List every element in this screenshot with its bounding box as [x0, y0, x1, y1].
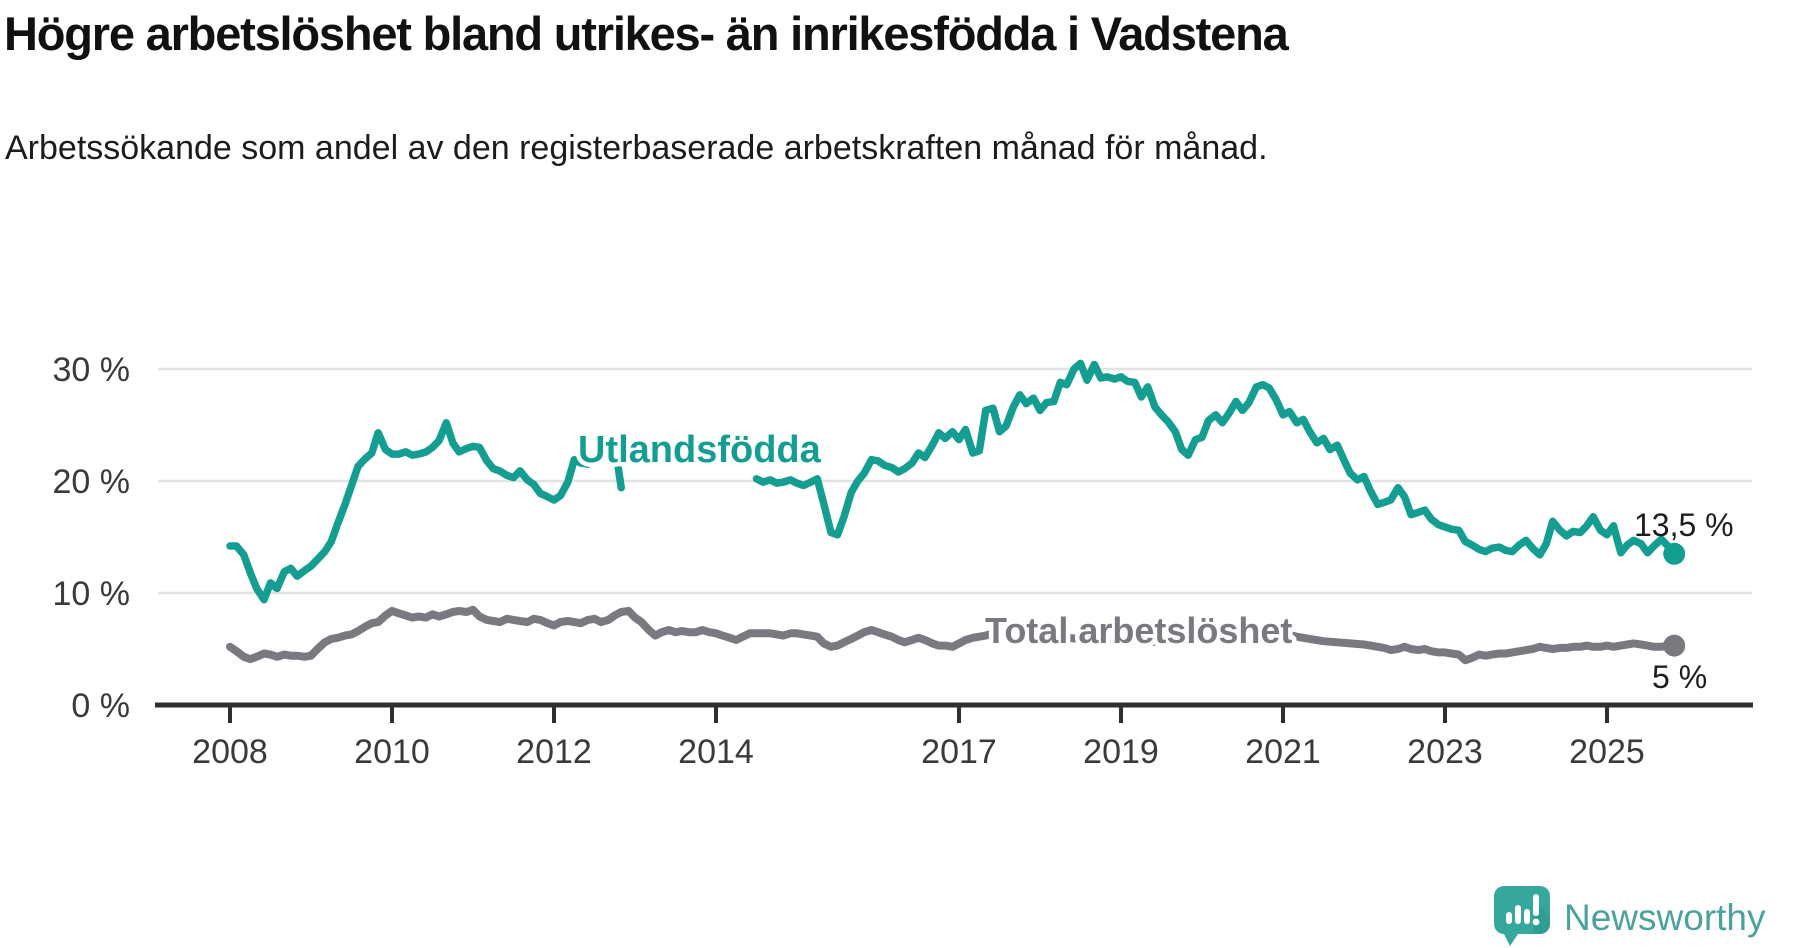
series-end-value: 13,5 % [1634, 507, 1734, 543]
series-end-value: 5 % [1652, 659, 1707, 695]
x-axis-tick-label: 2017 [921, 733, 997, 771]
speech-bubble-bar-chart-icon [1494, 886, 1550, 946]
page-title: Högre arbetslöshet bland utrikes- än inr… [4, 7, 1289, 60]
series-label: Total arbetslöshet [985, 610, 1292, 651]
x-axis-tick-label: 2025 [1569, 733, 1645, 771]
x-axis-tick-label: 2010 [354, 733, 430, 771]
y-axis-tick-label: 20 % [53, 463, 131, 501]
y-axis-tick-label: 0 % [71, 687, 130, 725]
series-line [752, 359, 1678, 559]
y-axis-tick-label: 10 % [53, 575, 131, 613]
series-line [226, 419, 625, 604]
x-axis-tick-label: 2021 [1245, 733, 1321, 771]
newsworthy-logo: Newsworthy [1494, 886, 1766, 946]
series-end-dot [1663, 542, 1686, 565]
line-chart: 0 % 10 % 20 % 30 % 2008 2010 2012 2014 2017 2019 2… [53, 351, 1753, 771]
series-end-dot [1663, 634, 1686, 657]
y-axis-tick-label: 30 % [53, 351, 131, 389]
x-axis-tick-label: 2023 [1407, 733, 1483, 771]
series-label: Utlandsfödda [578, 429, 822, 471]
x-axis-tick-label: 2012 [516, 733, 592, 771]
x-axis-tick-label: 2014 [678, 733, 754, 771]
brand-name: Newsworthy [1564, 897, 1766, 938]
x-axis-tick-label: 2019 [1083, 733, 1159, 771]
chart-subtitle: Arbetssökande som andel av den registerb… [5, 129, 1268, 167]
x-axis-tick-label: 2008 [192, 733, 268, 771]
series-line [226, 605, 1679, 665]
